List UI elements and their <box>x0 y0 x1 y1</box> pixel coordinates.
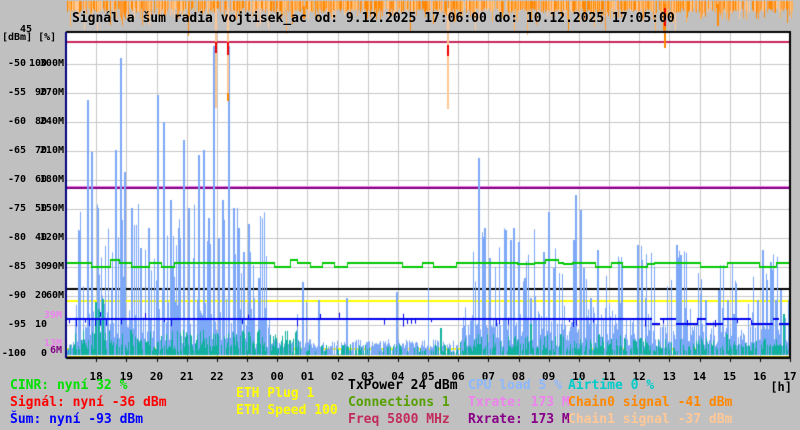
y-tick-pct: 20 <box>34 290 47 301</box>
hour-label: 15 <box>723 370 737 383</box>
legend-item-chain0: Chain0 signal -41 dBm <box>568 395 733 410</box>
legend-item-connections: Connections 1 <box>348 395 450 410</box>
y-tick-mbit: 210M <box>39 145 64 156</box>
y-tick-pct: 40 <box>34 232 47 243</box>
y-tick-dbm: -85 <box>7 261 26 272</box>
hour-label: 02 <box>330 370 345 383</box>
y-tick-pct: 90 <box>34 87 47 98</box>
y-tick-dbm: -75 <box>7 203 26 214</box>
y-tick-mbit: 240M <box>39 116 64 127</box>
hour-label: 13 <box>662 370 676 383</box>
y-tick-dbm: -50 <box>7 58 26 69</box>
y-tick-pct: 10 <box>34 319 47 330</box>
y-tick-mbit: 90M <box>45 261 64 272</box>
y-tick-dbm: -90 <box>7 290 26 301</box>
y-axis-unit-label: [dBm] [%] <box>2 32 57 43</box>
hour-label: 22 <box>210 370 224 383</box>
legend-item-txpower: TxPower 24 dBm <box>348 378 458 393</box>
y-tick-mbit: 180M <box>39 174 64 185</box>
y-tick-mbit: 300M <box>39 58 64 69</box>
y-axis-top-tick: 45 <box>20 24 33 35</box>
hour-label: 05 <box>421 370 435 383</box>
hour-label: 18 <box>89 370 103 383</box>
y-tick-mbit: 270M <box>39 87 64 98</box>
y-tick-dbm: -95 <box>7 319 26 330</box>
y-tick-dbm: -55 <box>7 87 26 98</box>
hour-label: 03 <box>361 370 375 383</box>
legend-item-eth-speed: ETH Speed 100 <box>236 403 338 418</box>
y-tick-dbm: -80 <box>7 232 26 243</box>
hour-label: 06 <box>451 370 465 383</box>
hour-label: 17 <box>783 370 797 383</box>
legend-item-signal: Signál: nyní -36 dBm <box>10 395 167 410</box>
y-tick-rate: 6M <box>49 345 62 356</box>
hour-label: 07 <box>481 370 495 383</box>
hour-label: 08 <box>511 370 526 383</box>
legend-item-cinr: CINR: nyní 32 % <box>10 378 128 393</box>
hour-label: 01 <box>300 370 314 383</box>
hour-label: 21 <box>180 370 194 383</box>
y-tick-pct: 0 <box>40 348 47 359</box>
y-tick-pct: 50 <box>34 203 47 214</box>
legend-item-rxrate: Rxrate: 173 M <box>468 412 570 427</box>
hour-label: 19 <box>119 370 133 383</box>
legend-item-txrate: Txrate: 173 M <box>468 395 570 410</box>
y-tick-pct: 80 <box>34 116 47 127</box>
hour-label: 11 <box>602 370 616 383</box>
legend-item-airtime: Airtime 0 % <box>568 378 655 393</box>
hour-label: 00 <box>270 370 284 383</box>
y-tick-pct: 30 <box>34 261 47 272</box>
hour-label: 23 <box>240 370 254 383</box>
y-tick-pct: 60 <box>34 174 47 185</box>
hour-label: 20 <box>149 370 164 383</box>
y-tick-mbit: 60M <box>45 290 64 301</box>
y-tick-rate: 39M <box>43 310 62 321</box>
y-tick-mbit: 120M <box>39 232 64 243</box>
hour-label: 12 <box>632 370 646 383</box>
y-tick-pct: 100 <box>28 58 47 69</box>
y-tick-pct: 70 <box>34 145 47 156</box>
legend-item-sum: Šum: nyní -93 dBm <box>10 412 144 427</box>
legend-item-eth-plug: ETH Plug 1 <box>236 386 315 401</box>
y-tick-dbm: -65 <box>7 145 26 156</box>
hour-label: 16 <box>753 370 767 383</box>
legend-item-freq: Freq 5800 MHz <box>348 412 450 427</box>
x-axis-unit-label: [h] <box>770 380 792 394</box>
hour-label: 04 <box>391 370 405 383</box>
hour-label: 10 <box>572 370 586 383</box>
y-tick-dbm: -100 <box>1 348 26 359</box>
y-tick-dbm: -60 <box>7 116 26 127</box>
hour-label: 14 <box>692 370 707 383</box>
y-tick-mbit: 150M <box>39 203 64 214</box>
y-tick-dbm: -70 <box>7 174 26 185</box>
legend-item-chain1: Chain1 signal -37 dBm <box>568 412 733 427</box>
legend-item-cpu: CPU load 5 % <box>468 378 562 393</box>
chart-title: Signál a šum radia vojtisek_ac od: 9.12.… <box>72 11 675 26</box>
y-tick-rate: 13M <box>43 338 62 349</box>
hour-label: 09 <box>542 370 556 383</box>
